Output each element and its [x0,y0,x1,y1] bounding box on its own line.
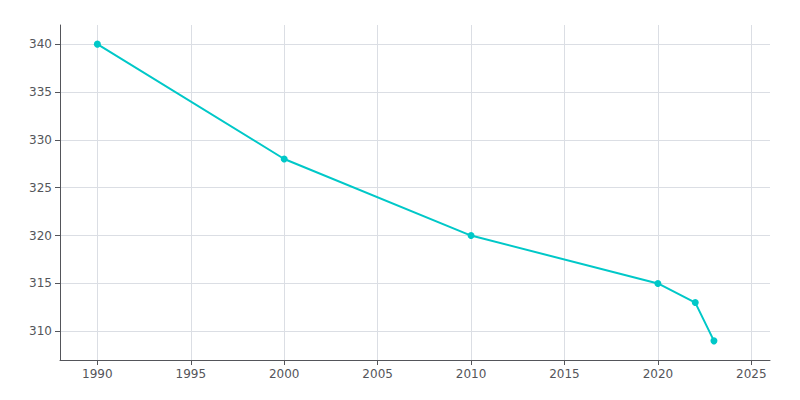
svg-text:330: 330 [29,133,52,147]
svg-text:325: 325 [29,181,52,195]
svg-text:315: 315 [29,276,52,290]
svg-text:320: 320 [29,229,52,243]
svg-text:2025: 2025 [736,367,767,381]
svg-text:2005: 2005 [362,367,393,381]
svg-text:340: 340 [29,37,52,51]
svg-text:2020: 2020 [643,367,674,381]
svg-text:310: 310 [29,324,52,338]
svg-text:1995: 1995 [176,367,207,381]
svg-text:335: 335 [29,85,52,99]
svg-text:1990: 1990 [82,367,113,381]
svg-text:2015: 2015 [549,367,580,381]
svg-text:2010: 2010 [456,367,487,381]
svg-text:2000: 2000 [269,367,300,381]
